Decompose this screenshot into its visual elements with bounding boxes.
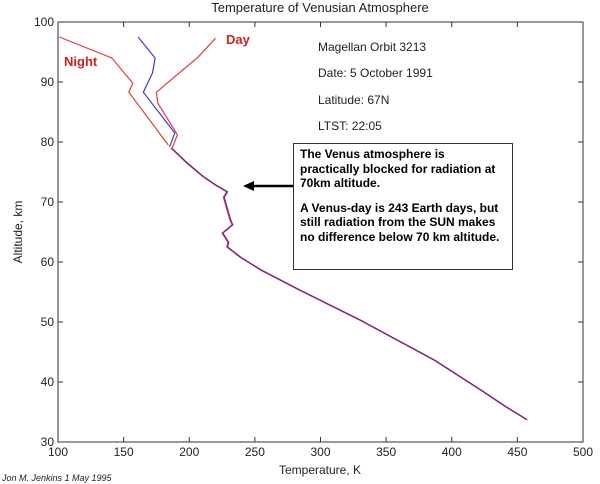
x-tick-label: 350 (376, 445, 396, 459)
x-tick-label: 250 (245, 445, 265, 459)
latitude-note: Latitude: 67N (318, 93, 389, 107)
night-label: Night (64, 54, 98, 69)
y-tick-label: 90 (41, 75, 55, 89)
common-profile (171, 147, 528, 421)
y-tick-label: 100 (34, 15, 54, 29)
credit: Jon M. Jenkins 1 May 1995 (1, 473, 113, 483)
chart-title: Temperature of Venusian Atmosphere (211, 0, 429, 15)
series-line-mean (137, 36, 176, 148)
y-tick-label: 40 (41, 375, 55, 389)
x-tick-label: 500 (573, 445, 593, 459)
x-tick-label: 150 (114, 445, 134, 459)
day-label: Day (226, 32, 251, 47)
x-tick-label: 400 (442, 445, 462, 459)
ltst-note: LTST: 22:05 (318, 119, 382, 133)
x-tick-label: 200 (179, 445, 199, 459)
y-axis-label: Altitude, km (11, 201, 25, 264)
annotation-paragraph-1: The Venus atmosphere is practically bloc… (300, 147, 496, 190)
arrow (243, 181, 300, 191)
orbit-note: Magellan Orbit 3213 (318, 40, 426, 54)
y-tick-label: 50 (41, 315, 55, 329)
x-tick-label: 450 (507, 445, 527, 459)
series-line-night (59, 36, 169, 146)
y-tick-label: 30 (41, 435, 55, 449)
y-tick-label: 70 (41, 195, 55, 209)
annotation-paragraph-2: A Venus-day is 243 Earth days, but still… (300, 200, 500, 244)
series-line-day (155, 37, 216, 149)
x-axis-label: Temperature, K (279, 463, 361, 477)
x-tick-label: 100 (48, 445, 68, 459)
y-tick-label: 80 (41, 135, 55, 149)
date-note: Date: 5 October 1991 (318, 66, 433, 80)
y-tick-label: 60 (41, 255, 55, 269)
x-tick-label: 300 (310, 445, 330, 459)
annotation-box: The Venus atmosphere is practically bloc… (293, 143, 513, 270)
